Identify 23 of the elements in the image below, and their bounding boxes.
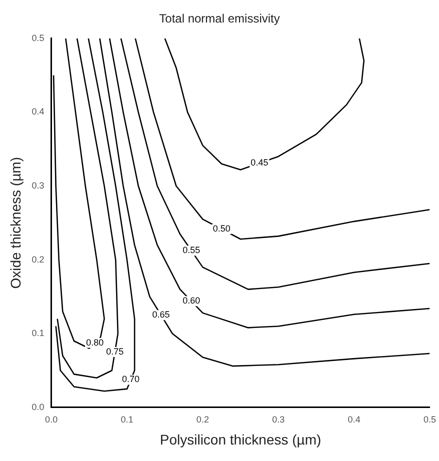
y-tick-label: 0.2	[32, 254, 44, 264]
y-tick-label: 0.1	[32, 328, 44, 338]
series-label: 0.70	[122, 374, 140, 384]
y-tick-label: 0.0	[32, 402, 44, 412]
x-tick-label: 0.2	[196, 414, 209, 424]
y-tick-label: 0.5	[32, 32, 44, 43]
x-axis-title: Polysilicon thickness (µm)	[160, 431, 322, 448]
series-label: 0.50	[212, 224, 230, 234]
x-tick-label: 0.0	[45, 414, 58, 424]
series-label: 0.45	[250, 158, 268, 168]
series-label: 0.75	[106, 346, 124, 357]
y-tick-label: 0.4	[32, 106, 44, 117]
x-tick-label: 0.1	[120, 414, 134, 424]
y-tick-label: 0.3	[32, 180, 44, 190]
x-tick-label: 0.4	[348, 414, 360, 424]
series-label: 0.55	[182, 245, 200, 256]
series-label: 0.80	[86, 337, 104, 348]
series-label: 0.60	[182, 296, 200, 306]
series-label: 0.65	[152, 310, 170, 320]
y-axis-title: Oxide thickness (µm)	[7, 157, 24, 289]
x-tick-label: 0.5	[423, 414, 436, 424]
chart-title: Total normal emissivity	[159, 12, 280, 26]
x-tick-label: 0.3	[272, 414, 285, 424]
